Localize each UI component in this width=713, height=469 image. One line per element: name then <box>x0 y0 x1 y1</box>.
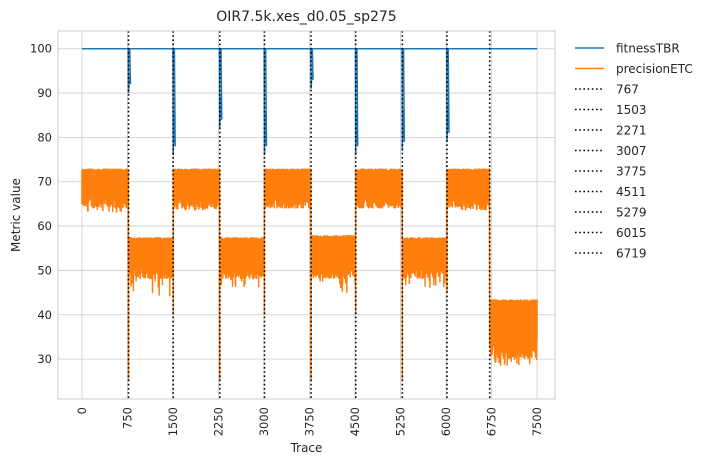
y-tick-label: 30 <box>37 352 52 366</box>
x-tick-label: 7500 <box>530 407 544 436</box>
x-tick-label: 6000 <box>439 407 453 436</box>
legend-label-4511: 4511 <box>616 185 647 199</box>
y-axis-label: Metric value <box>9 178 23 252</box>
y-tick-label: 100 <box>30 42 52 56</box>
legend-label-3007: 3007 <box>616 144 647 158</box>
y-tick-label: 90 <box>37 86 52 100</box>
x-tick-label: 3750 <box>303 407 317 436</box>
x-tick-label: 6750 <box>485 407 499 436</box>
x-tick-label: 5250 <box>394 407 408 436</box>
legend-label-767: 767 <box>616 83 639 97</box>
y-tick-label: 60 <box>37 219 52 233</box>
y-tick-label: 40 <box>37 308 52 322</box>
x-tick-label: 3000 <box>257 407 271 436</box>
legend-label-6719: 6719 <box>616 247 647 261</box>
axes-frame <box>57 30 556 400</box>
legend: fitnessTBR precisionETC 767 1503 2271 3007 377… <box>575 42 693 261</box>
x-tick-label: 4500 <box>348 407 362 436</box>
x-axis-label: Trace <box>290 441 323 455</box>
legend-label-3775: 3775 <box>616 165 647 179</box>
y-tick-label: 80 <box>37 130 52 144</box>
y-tick-label: 50 <box>37 263 52 277</box>
legend-label-1503: 1503 <box>616 103 647 117</box>
axes: 30 40 50 60 70 80 90 100 0 750 1500 2250 3000 3750 450… <box>30 30 556 436</box>
legend-label-6015: 6015 <box>616 226 647 240</box>
legend-label-precisionETC: precisionETC <box>616 62 693 76</box>
legend-label-fitnessTBR: fitnessTBR <box>616 42 680 56</box>
legend-label-2271: 2271 <box>616 124 647 138</box>
x-tick-label: 2250 <box>212 407 226 436</box>
x-tick-label: 0 <box>75 407 89 414</box>
series-precisionETC-line <box>81 168 538 382</box>
x-tick-label: 1500 <box>166 407 180 436</box>
legend-label-5279: 5279 <box>616 206 647 220</box>
x-tick-label: 750 <box>120 407 134 429</box>
chart-title: OIR7.5k.xes_d0.05_sp275 <box>216 9 396 25</box>
y-tick-label: 70 <box>37 175 52 189</box>
plot-area <box>81 31 538 399</box>
